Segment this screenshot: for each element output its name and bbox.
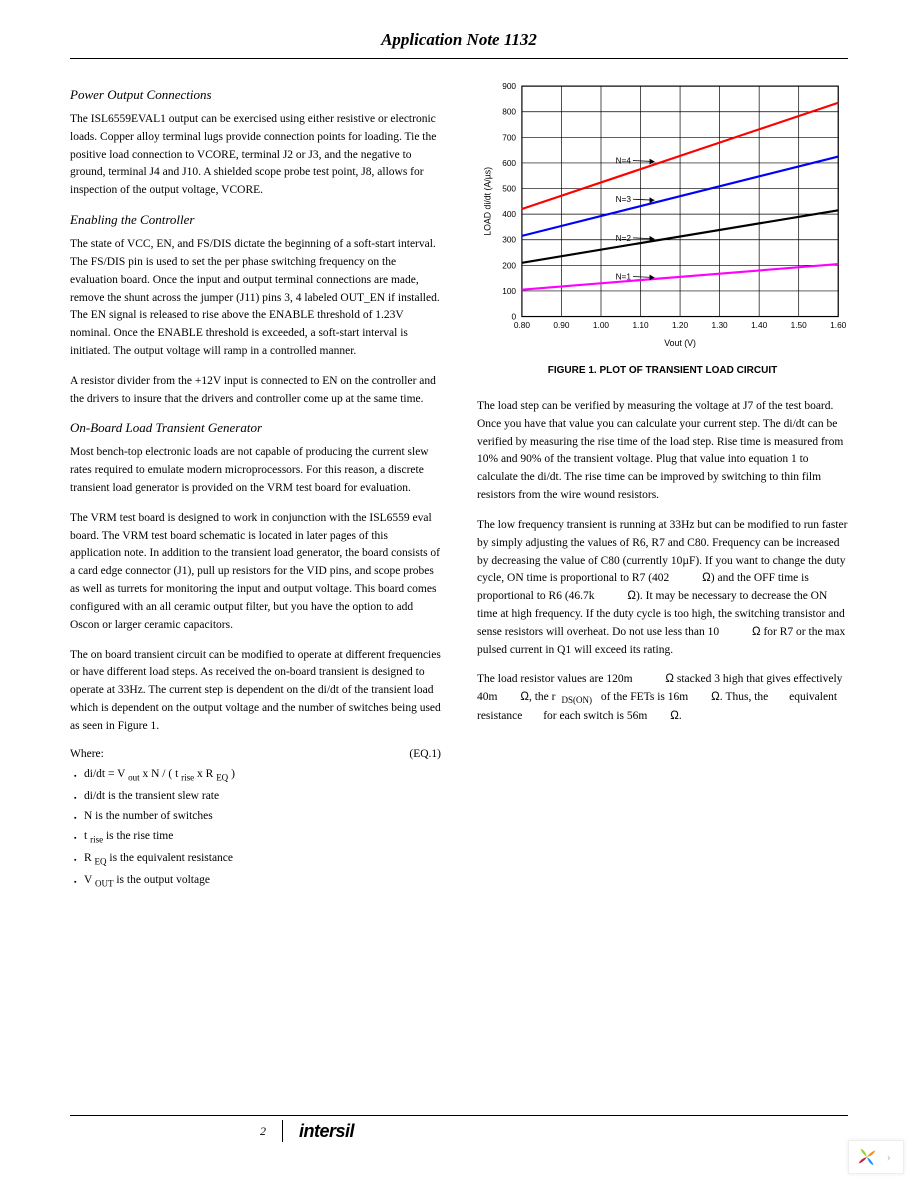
svg-text:0.90: 0.90 [553,320,570,330]
para-enabling-2: A resistor divider from the +12V input i… [70,373,441,409]
section-title-enabling: Enabling the Controller [70,212,441,228]
svg-text:Vout (V): Vout (V) [664,338,696,348]
svg-text:400: 400 [502,209,516,219]
para-right-3: The load resistor values are 120m Ω stac… [477,671,848,726]
viewer-watermark[interactable]: › [848,1140,904,1174]
brand-logo: intersil [299,1121,354,1142]
svg-text:500: 500 [502,183,516,193]
svg-text:0: 0 [511,311,516,321]
footer-rule [70,1115,848,1116]
svg-text:LOAD di/dt (A/µs): LOAD di/dt (A/µs) [483,167,493,236]
equation-list: di/dt = V out x N / ( t rise x R EQ ) di… [70,768,441,889]
svg-text:100: 100 [502,286,516,296]
eq-line-formula: di/dt = V out x N / ( t rise x R EQ ) [74,768,441,782]
header-rule [70,58,848,59]
chevron-right-icon[interactable]: › [883,1149,895,1165]
svg-text:N=2: N=2 [616,233,632,243]
para-right-1: The load step can be verified by measuri… [477,398,848,505]
svg-text:900: 900 [502,81,516,91]
svg-text:N=4: N=4 [616,156,632,166]
para-power-output: The ISL6559EVAL1 output can be exercised… [70,111,441,200]
svg-text:700: 700 [502,132,516,142]
eq-line-vout: V OUT is the output voltage [74,874,441,888]
eq-line-didt: di/dt is the transient slew rate [74,790,441,802]
para-onboard-3: The on board transient circuit can be mo… [70,647,441,736]
page-footer: 2 intersil [70,1115,848,1142]
figure-1-caption: FIGURE 1. PLOT OF TRANSIENT LOAD CIRCUIT [477,365,848,376]
svg-text:200: 200 [502,260,516,270]
svg-text:1.50: 1.50 [791,320,808,330]
svg-text:600: 600 [502,158,516,168]
eq-line-n: N is the number of switches [74,810,441,822]
figure-1-chart: 0.80 0.90 1.00 1.10 1.20 1.30 1.40 1.50 1.60 0 100… [477,75,848,355]
section-title-onboard: On-Board Load Transient Generator [70,420,441,436]
eq-line-trise: t rise is the rise time [74,830,441,844]
para-right-2: The low frequency transient is running a… [477,517,848,660]
para-enabling-1: The state of VCC, EN, and FS/DIS dictate… [70,236,441,361]
svg-text:1.10: 1.10 [632,320,649,330]
svg-text:0.80: 0.80 [514,320,531,330]
svg-text:300: 300 [502,235,516,245]
page-number: 2 [260,1124,266,1139]
svg-text:1.00: 1.00 [593,320,610,330]
pinwheel-icon [857,1147,877,1167]
eq-number: (EQ.1) [409,748,441,760]
footer-divider [282,1120,283,1142]
right-column: 0.80 0.90 1.00 1.10 1.20 1.30 1.40 1.50 1.60 0 100… [477,75,848,897]
equation-header: Where: (EQ.1) [70,748,441,760]
para-onboard-1: Most bench-top electronic loads are not … [70,444,441,497]
svg-text:1.60: 1.60 [830,320,847,330]
svg-text:N=3: N=3 [616,194,632,204]
where-label: Where: [70,748,104,760]
svg-text:800: 800 [502,107,516,117]
page-title: Application Note 1132 [70,30,848,50]
svg-text:1.20: 1.20 [672,320,689,330]
chart-svg: 0.80 0.90 1.00 1.10 1.20 1.30 1.40 1.50 1.60 0 100… [477,75,848,355]
eq-line-req: R EQ is the equivalent resistance [74,852,441,866]
section-title-power-output: Power Output Connections [70,87,441,103]
para-onboard-2: The VRM test board is designed to work i… [70,510,441,635]
svg-text:1.30: 1.30 [712,320,729,330]
two-column-layout: Power Output Connections The ISL6559EVAL… [70,75,848,897]
svg-text:1.40: 1.40 [751,320,768,330]
left-column: Power Output Connections The ISL6559EVAL… [70,75,441,897]
svg-text:N=1: N=1 [616,271,632,281]
